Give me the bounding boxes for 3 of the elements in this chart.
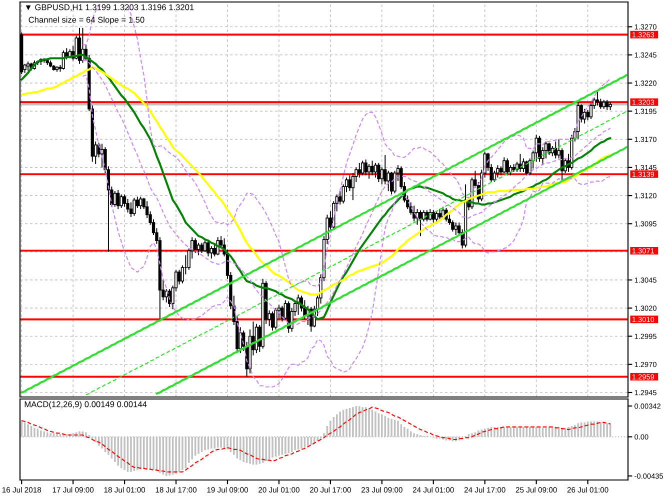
chart-title: ▼ GBPUSD,H1 1.3199 1.3203 1.3196 1.3201 — [26, 4, 194, 12]
chart-title: MACD(12,26,9) 0.00149 0.00144 — [24, 401, 147, 409]
text: Channel size = 64 Slope = 1.50 — [28, 16, 144, 24]
